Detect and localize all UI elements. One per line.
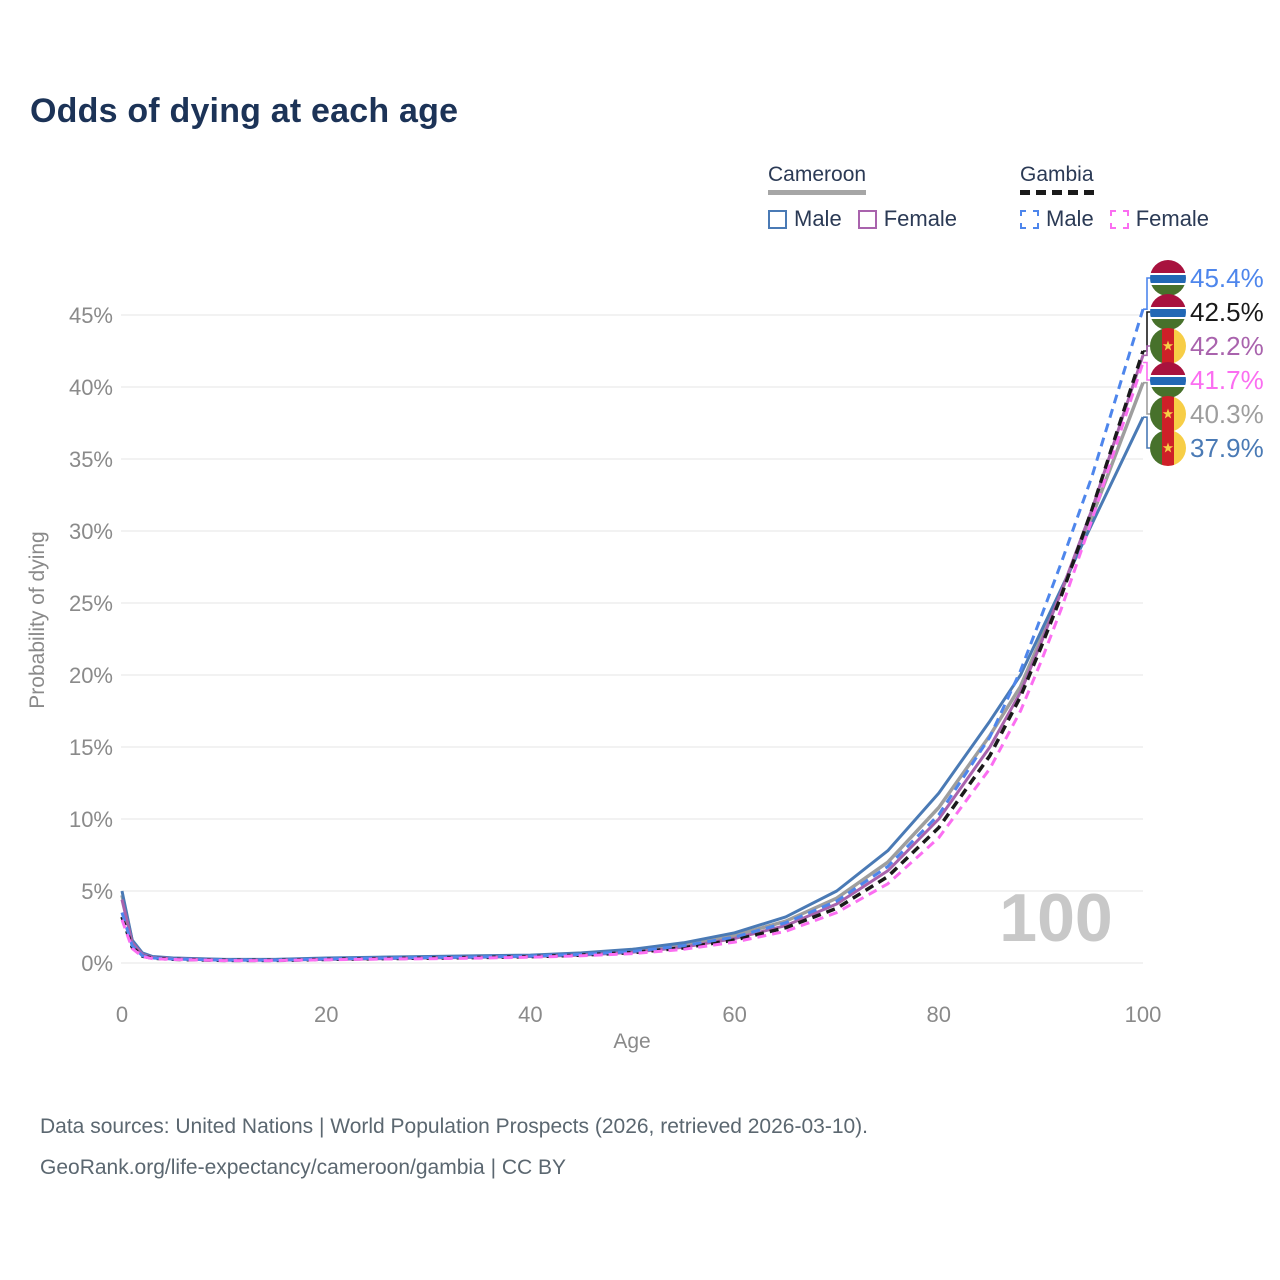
legend-group-gambia: Gambia Male Female [1020,163,1225,232]
legend-item-label: Male [794,206,842,231]
stripe [1150,309,1186,317]
y-tick-label: 30% [69,519,113,544]
y-tick-label: 20% [69,663,113,688]
end-label-connector [1143,416,1150,449]
gambia-male-swatch-icon [1020,209,1039,229]
x-tick-label: 20 [314,1002,338,1027]
stripe [1174,328,1186,364]
x-tick-label: 40 [518,1002,542,1027]
cameroon-flag-stripes [1150,328,1186,364]
gambia-female-swatch-icon [1109,209,1129,229]
stripe [1174,396,1186,432]
gambia-flag-stripes [1150,294,1186,330]
gambia-flag-stripes [1150,260,1186,296]
stripe [1150,328,1162,364]
gambia-flag-icon [1150,260,1186,296]
x-tick-label: 60 [722,1002,746,1027]
footer-sources-line: Data sources: United Nations | World Pop… [40,1115,869,1138]
stripe [1150,430,1162,466]
cameroon-flag-icon [1150,430,1186,466]
stripe [1150,385,1186,387]
y-tick-label: 15% [69,735,113,760]
legend-header-cameroon: Cameroon [768,163,867,195]
star-icon [1162,442,1174,453]
age-watermark: 100 [999,880,1112,956]
cameroon-flag-icon [1150,396,1186,432]
legend-item-gambia-female[interactable]: Female [1109,206,1210,232]
odds-of-dying-chart: 0% 5% 10% 15% 20% 25% 30% 35% 40% 45% 0 20 40 60 80 100… [26,260,1264,1053]
y-tick-label: 0% [81,951,113,976]
series-line-gambia [120,350,1145,963]
series-line-gambia-male [120,308,1145,962]
gambia-flag-icon [1150,294,1186,330]
series-line-cameroon-male [120,416,1145,961]
stripe [1150,396,1162,432]
stripe [1150,283,1186,285]
star-icon [1162,408,1174,419]
end-label-connector [1143,277,1150,310]
footer-attribution-line: GeoRank.org/life-expectancy/cameroon/gam… [40,1156,567,1179]
stripe [1150,294,1186,307]
series-line-cameroon-female [120,354,1145,962]
end-label-gambia-female: 41.7% [1190,365,1264,395]
end-label-connector [1143,361,1150,381]
gambia-flag-icon [1150,362,1186,398]
legend-group-cameroon: Cameroon Male Female [768,163,973,232]
page-title: Odds of dying at each age [30,92,459,130]
end-label-cameroon-female: 42.2% [1190,331,1264,361]
legend-item-label: Female [1135,206,1210,231]
stripe [1150,362,1186,375]
stripe [1150,285,1186,296]
y-tick-label: 10% [69,807,113,832]
stripe [1174,430,1186,466]
cameroon-flag-stripes [1150,430,1186,466]
stripe [1150,377,1186,385]
stripe [1150,375,1186,377]
end-label-gambia: 42.5% [1190,297,1264,327]
y-axis-title: Probability of dying [26,531,49,708]
cameroon-flag-stripes [1150,396,1186,432]
data-source-footer: Data sources: United Nations | World Pop… [40,1106,868,1188]
series-line-cameroon [120,382,1145,962]
stripe [1150,273,1186,275]
y-tick-label: 45% [69,303,113,328]
x-tick-label: 100 [1125,1002,1162,1027]
legend-item-cameroon-female[interactable]: Female [857,206,958,232]
y-tick-label: 35% [69,447,113,472]
end-label-connector [1143,311,1150,352]
end-label-cameroon: 40.3% [1190,399,1264,429]
y-tick-label: 25% [69,591,113,616]
stripe [1150,319,1186,330]
legend-item-label: Male [1046,206,1094,231]
y-tick-label: 5% [81,879,113,904]
legend-item-cameroon-male[interactable]: Male [768,206,842,232]
gambia-flag-stripes [1150,362,1186,398]
legend-header-gambia: Gambia [1020,163,1094,195]
end-label-gambia-male: 45.4% [1190,263,1264,293]
cameroon-female-swatch-icon [857,209,877,229]
x-axis-title: Age [613,1030,650,1053]
series-line-gambia-female [120,362,1145,963]
cameroon-male-swatch-icon [768,209,787,229]
cameroon-flag-icon [1150,328,1186,364]
end-label-connector [1143,345,1150,357]
y-tick-label: 40% [69,375,113,400]
chart-legend: Cameroon Male Female Gambia Male Female [0,163,1280,243]
stripe [1150,307,1186,309]
star-icon [1162,340,1174,351]
stripe [1150,387,1186,398]
stripe [1150,275,1186,283]
gridlines: 0% 5% 10% 15% 20% 25% 30% 35% 40% 45% [69,303,1143,976]
x-tick-label: 80 [927,1002,951,1027]
end-label-cameroon-male: 37.9% [1190,433,1264,463]
legend-item-label: Female [883,206,958,231]
end-label-connector [1143,381,1150,415]
stripe [1150,260,1186,273]
legend-item-gambia-male[interactable]: Male [1020,206,1094,232]
stripe [1150,317,1186,319]
x-tick-label: 0 [116,1002,128,1027]
